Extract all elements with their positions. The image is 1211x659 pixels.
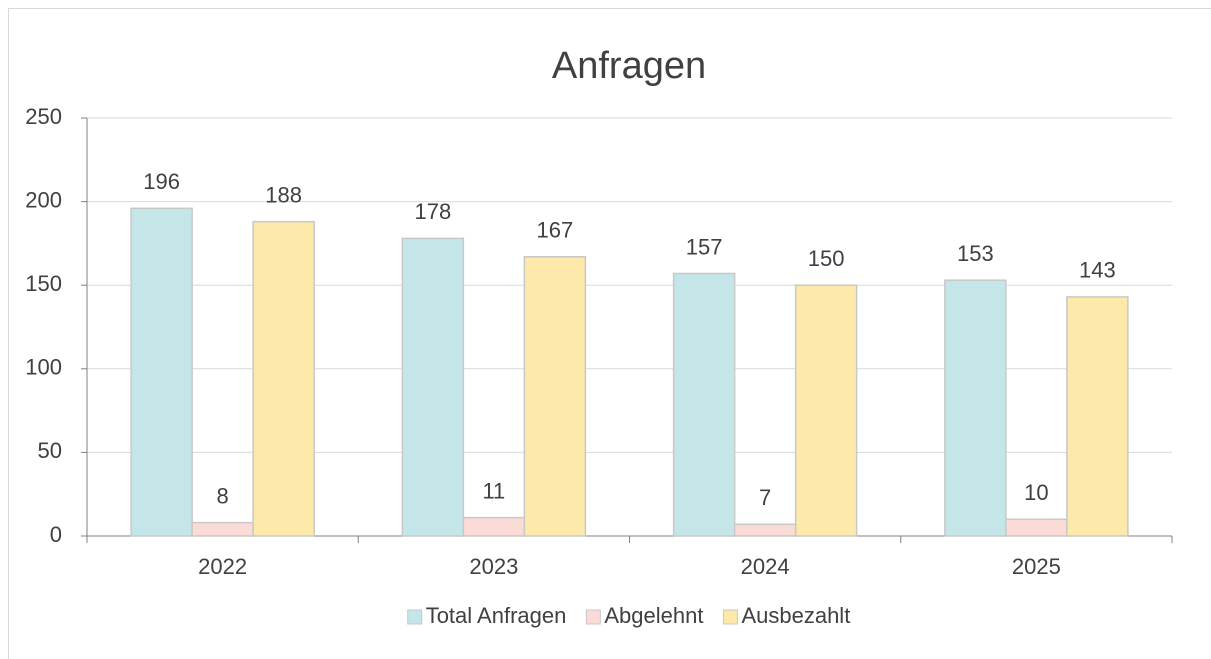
x-tick-label: 2022 (198, 554, 247, 579)
y-tick-label: 50 (38, 438, 62, 463)
y-tick-label: 0 (50, 522, 62, 547)
x-tick-label: 2023 (469, 554, 518, 579)
data-label: 143 (1079, 258, 1116, 283)
data-label: 8 (217, 483, 229, 508)
legend-swatch (585, 609, 601, 625)
bar (252, 220, 315, 537)
data-label: 188 (265, 182, 302, 207)
data-label: 11 (482, 478, 505, 503)
data-label: 10 (1024, 480, 1048, 505)
data-label: 167 (537, 218, 574, 243)
bar (191, 521, 254, 537)
legend-label: Ausbezahlt (741, 603, 850, 628)
bar (672, 272, 736, 537)
y-tick-label: 250 (25, 104, 62, 129)
bar (401, 237, 465, 537)
legend-label: Abgelehnt (604, 603, 703, 628)
bar (733, 523, 797, 537)
data-label: 150 (808, 246, 845, 271)
data-label: 196 (143, 169, 180, 194)
legend-swatch (722, 609, 738, 625)
data-label: 157 (686, 234, 723, 259)
bar (462, 516, 526, 537)
bar (1005, 518, 1068, 537)
x-tick-label: 2025 (1012, 554, 1061, 579)
bar (944, 279, 1007, 537)
chart-border (8, 8, 1211, 659)
bar (794, 284, 858, 537)
x-tick-label: 2024 (741, 554, 790, 579)
bar (1066, 296, 1129, 537)
bar (130, 207, 193, 537)
bar (523, 256, 587, 537)
data-label: 153 (957, 241, 994, 266)
chart-title: Anfragen (552, 45, 706, 87)
legend-label: Total Anfragen (426, 603, 567, 628)
y-tick-label: 200 (25, 187, 62, 212)
y-tick-label: 100 (25, 355, 62, 380)
y-tick-label: 150 (25, 271, 62, 296)
data-label: 178 (415, 199, 452, 224)
data-label: 7 (759, 485, 771, 510)
legend-swatch (407, 609, 423, 625)
